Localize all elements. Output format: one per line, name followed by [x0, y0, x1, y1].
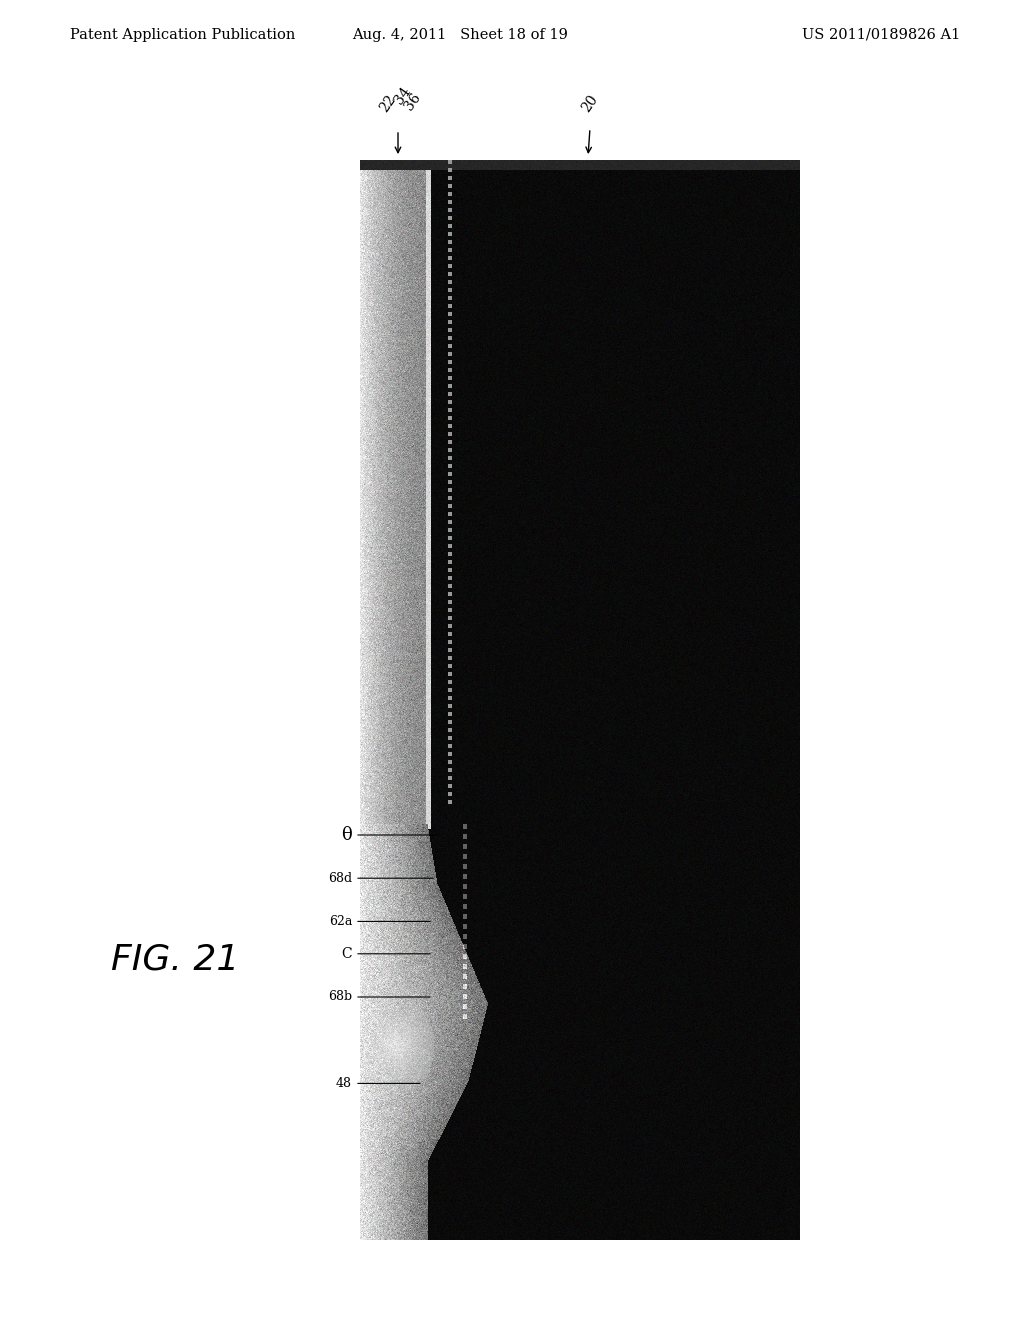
- Text: Patent Application Publication: Patent Application Publication: [70, 28, 295, 42]
- Text: 62a: 62a: [329, 915, 352, 928]
- Text: C: C: [341, 946, 352, 961]
- Text: θ: θ: [341, 826, 352, 843]
- Text: 36: 36: [402, 91, 424, 114]
- Text: 34: 34: [392, 84, 414, 107]
- Text: 68d: 68d: [328, 871, 352, 884]
- Text: 48: 48: [336, 1077, 352, 1090]
- Text: Aug. 4, 2011   Sheet 18 of 19: Aug. 4, 2011 Sheet 18 of 19: [352, 28, 568, 42]
- Text: 22: 22: [377, 92, 398, 115]
- Text: 68b: 68b: [328, 990, 352, 1003]
- Text: FIG. 21: FIG. 21: [111, 942, 240, 977]
- Text: 20: 20: [580, 92, 601, 115]
- Text: US 2011/0189826 A1: US 2011/0189826 A1: [802, 28, 961, 42]
